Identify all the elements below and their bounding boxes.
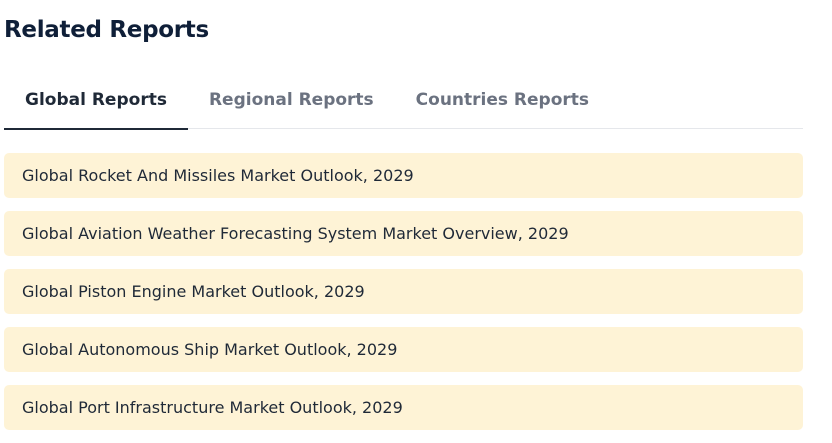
report-link[interactable]: Global Rocket And Missiles Market Outloo… (4, 153, 803, 198)
report-list: Global Rocket And Missiles Market Outloo… (4, 153, 803, 443)
tab[interactable]: Global Reports (4, 78, 188, 130)
report-link[interactable]: Global Port Infrastructure Market Outloo… (4, 385, 803, 430)
tab-bar: Global Reports Regional Reports Countries … (4, 78, 803, 130)
report-link[interactable]: Global Piston Engine Market Outlook, 202… (4, 269, 803, 314)
report-link[interactable]: Global Autonomous Ship Market Outlook, 2… (4, 327, 803, 372)
report-link[interactable]: Global Aviation Weather Forecasting Syst… (4, 211, 803, 256)
section-title: Related Reports (4, 17, 209, 43)
tab[interactable]: Regional Reports (208, 90, 374, 110)
tab[interactable]: Countries Reports (415, 90, 590, 110)
